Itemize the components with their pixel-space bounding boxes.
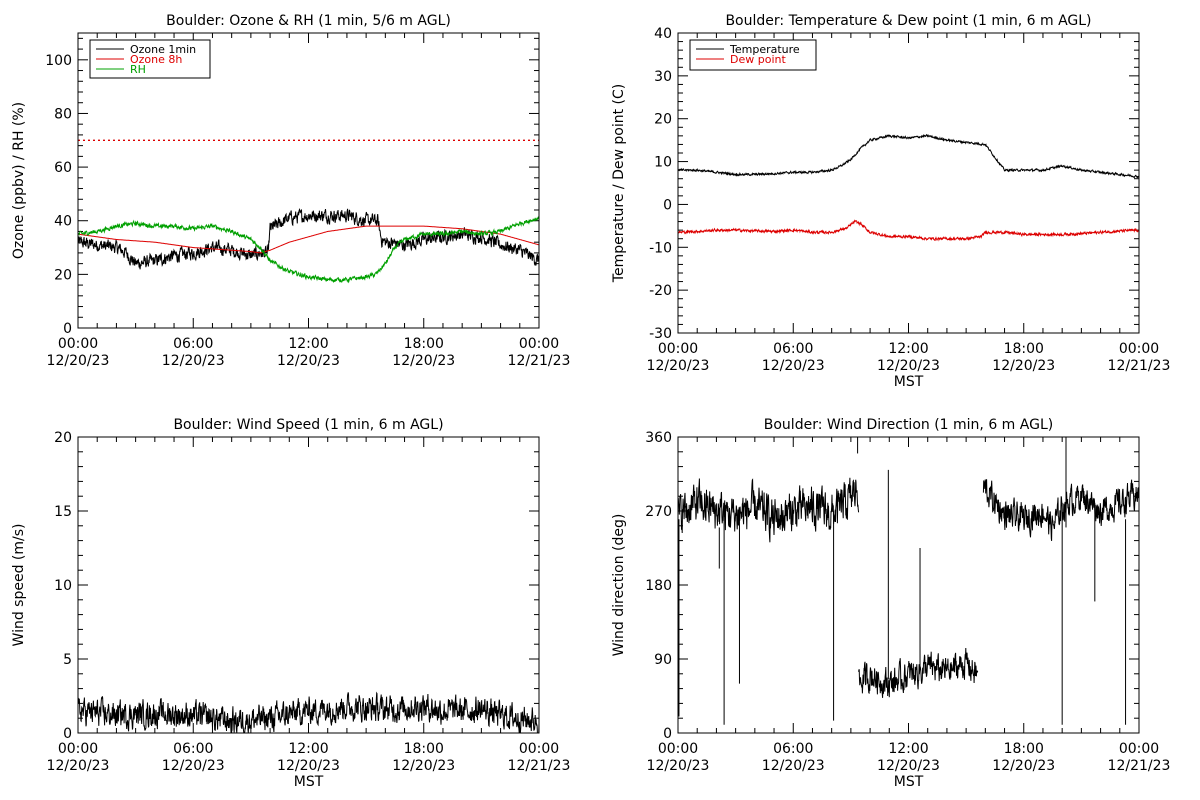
x-tick-label: 00:00 — [519, 336, 559, 352]
series-line-1 — [77, 691, 540, 734]
x-tick-date-label: 12/20/23 — [877, 758, 940, 774]
series-line-3 — [982, 479, 1140, 541]
x-tick-label: 18:00 — [404, 336, 444, 352]
x-tick-label: 06:00 — [173, 336, 213, 352]
legend-label: Temperature — [729, 43, 800, 56]
y-tick-label: 10 — [54, 578, 72, 594]
y-tick-label: 20 — [54, 267, 72, 283]
y-tick-label: 100 — [45, 53, 72, 69]
y-tick-label: 90 — [654, 652, 672, 668]
y-tick-label: 40 — [54, 214, 72, 230]
x-axis-label: MST — [894, 774, 924, 790]
x-tick-label: 12:00 — [288, 336, 328, 352]
y-tick-label: -10 — [649, 240, 672, 256]
x-tick-date-label: 12/20/23 — [877, 358, 940, 374]
chart-title: Boulder: Temperature & Dew point (1 min,… — [725, 13, 1091, 29]
x-tick-date-label: 12/21/23 — [508, 353, 571, 369]
chart-title: Boulder: Wind Speed (1 min, 6 m AGL) — [173, 417, 443, 433]
y-tick-label: 0 — [63, 321, 72, 337]
x-tick-date-label: 12/20/23 — [647, 758, 710, 774]
series-line-rh — [77, 216, 540, 284]
x-tick-label: 12:00 — [888, 341, 928, 357]
y-tick-label: 60 — [54, 160, 72, 176]
x-tick-label: 18:00 — [1004, 741, 1044, 757]
y-tick-label: 15 — [54, 504, 72, 520]
x-tick-label: 06:00 — [773, 341, 813, 357]
x-tick-label: 06:00 — [773, 741, 813, 757]
y-tick-label: 360 — [645, 430, 672, 446]
legend-label: RH — [130, 63, 146, 76]
y-tick-label: 20 — [54, 430, 72, 446]
y-axis-label: Ozone (ppbv) / RH (%) — [11, 102, 27, 259]
plot-frame — [677, 32, 1140, 334]
x-tick-date-label: 12/21/23 — [1108, 358, 1171, 374]
x-tick-date-label: 12/20/23 — [992, 758, 1055, 774]
x-tick-date-label: 12/21/23 — [1108, 758, 1171, 774]
x-tick-date-label: 12/20/23 — [162, 353, 225, 369]
legend-box — [689, 39, 817, 71]
x-tick-date-label: 12/20/23 — [277, 758, 340, 774]
x-tick-date-label: 12/20/23 — [47, 758, 110, 774]
chart-panel-4: Boulder: Wind Direction (1 min, 6 m AGL)… — [611, 417, 1170, 790]
y-tick-label: 80 — [54, 106, 72, 122]
y-tick-label: 5 — [63, 652, 72, 668]
x-tick-label: 12:00 — [288, 741, 328, 757]
x-tick-label: 00:00 — [1119, 741, 1159, 757]
x-tick-label: 18:00 — [404, 741, 444, 757]
y-tick-label: 20 — [654, 112, 672, 128]
plot-frame — [677, 436, 1140, 734]
x-tick-label: 00:00 — [1119, 341, 1159, 357]
y-tick-label: 270 — [645, 504, 672, 520]
y-tick-label: 0 — [663, 197, 672, 213]
series-line-2 — [858, 647, 979, 698]
x-tick-label: 00:00 — [58, 336, 98, 352]
x-tick-date-label: 12/20/23 — [762, 358, 825, 374]
x-tick-label: 00:00 — [58, 741, 98, 757]
x-tick-date-label: 12/20/23 — [47, 353, 110, 369]
chart-panel-1: Boulder: Ozone & RH (1 min, 5/6 m AGL) Oz… — [11, 13, 570, 369]
series-line-1 — [677, 477, 860, 543]
series-line-dew-point — [677, 219, 1140, 242]
plot-frame — [77, 32, 540, 329]
y-tick-label: 0 — [663, 726, 672, 742]
y-tick-label: 10 — [654, 155, 672, 171]
y-tick-label: 0 — [63, 726, 72, 742]
chart-title: Boulder: Wind Direction (1 min, 6 m AGL) — [764, 417, 1053, 433]
x-tick-date-label: 12/20/23 — [647, 358, 710, 374]
y-axis-label: Temperature / Dew point (C) — [611, 84, 627, 283]
x-tick-date-label: 12/20/23 — [392, 758, 455, 774]
x-tick-label: 18:00 — [1004, 341, 1044, 357]
y-axis-label: Wind speed (m/s) — [11, 524, 27, 647]
x-tick-label: 00:00 — [519, 741, 559, 757]
x-tick-date-label: 12/20/23 — [392, 353, 455, 369]
y-tick-label: 180 — [645, 578, 672, 594]
x-tick-date-label: 12/20/23 — [277, 353, 340, 369]
y-axis-label: Wind direction (deg) — [611, 514, 627, 657]
x-tick-date-label: 12/20/23 — [992, 358, 1055, 374]
legend-label: Ozone 1min — [130, 43, 196, 56]
x-tick-date-label: 12/21/23 — [508, 758, 571, 774]
x-tick-label: 00:00 — [658, 741, 698, 757]
legend-label: Dew point — [730, 53, 786, 66]
x-axis-label: MST — [294, 774, 324, 790]
y-tick-label: 40 — [654, 26, 672, 42]
x-tick-date-label: 12/20/23 — [162, 758, 225, 774]
y-tick-label: -20 — [649, 283, 672, 299]
x-tick-date-label: 12/20/23 — [762, 758, 825, 774]
x-tick-label: 06:00 — [173, 741, 213, 757]
plot-frame — [77, 436, 540, 734]
series-line-ozone-1min — [77, 208, 540, 270]
series-line-ozone-8h — [77, 225, 540, 254]
y-tick-label: -30 — [649, 326, 672, 342]
chart-panel-2: Boulder: Temperature & Dew point (1 min,… — [611, 13, 1170, 390]
chart-title: Boulder: Ozone & RH (1 min, 5/6 m AGL) — [166, 13, 451, 29]
x-axis-label: MST — [894, 374, 924, 390]
x-tick-label: 00:00 — [658, 341, 698, 357]
chart-panel-3: Boulder: Wind Speed (1 min, 6 m AGL) Wind… — [11, 417, 570, 790]
y-tick-label: 30 — [654, 69, 672, 85]
legend-label: Ozone 8h — [130, 53, 182, 66]
x-tick-label: 12:00 — [888, 741, 928, 757]
series-line-temperature — [677, 133, 1140, 179]
